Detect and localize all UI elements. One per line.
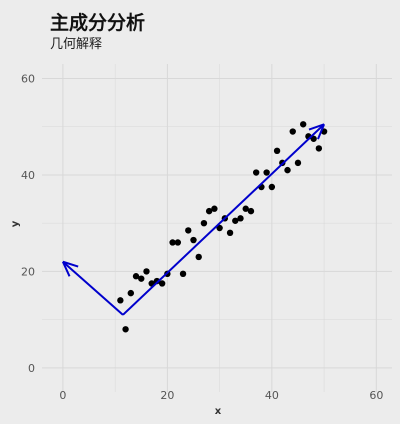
data-point	[132, 273, 140, 280]
data-point	[263, 169, 270, 176]
data-point	[216, 224, 223, 232]
data-point	[179, 270, 187, 278]
data-point	[117, 297, 124, 304]
data-point	[211, 205, 218, 212]
data-points	[117, 121, 328, 333]
data-point	[205, 207, 213, 215]
data-point	[242, 205, 249, 212]
data-point	[299, 121, 307, 128]
x-tick-label: 60	[369, 389, 383, 402]
data-point	[273, 147, 281, 155]
y-axis-title: y	[10, 220, 21, 227]
data-point	[122, 326, 129, 333]
principal-component-arrows	[61, 123, 326, 316]
x-tick-label: 40	[265, 389, 279, 402]
arrow-shaft	[62, 261, 124, 316]
data-point	[252, 169, 260, 176]
data-point	[310, 135, 317, 142]
y-tick-label: 20	[21, 265, 35, 278]
tick-labels: 0 20 40 60 0 20 40 60	[21, 72, 383, 402]
grid	[42, 64, 392, 392]
data-point	[158, 280, 166, 287]
data-point	[232, 217, 239, 224]
data-point	[200, 219, 208, 227]
data-point	[284, 166, 291, 174]
data-point	[153, 277, 161, 285]
arrow-head	[62, 260, 79, 268]
data-point	[190, 236, 197, 244]
arrow-shaft	[122, 123, 325, 316]
data-point	[315, 145, 323, 152]
arrow-head	[308, 123, 325, 131]
data-point	[237, 215, 244, 222]
data-point	[143, 268, 150, 275]
data-point	[268, 183, 276, 191]
data-point	[247, 207, 255, 215]
data-point	[195, 253, 202, 261]
data-point	[127, 289, 135, 297]
data-point	[174, 239, 182, 246]
y-tick-label: 60	[21, 72, 35, 85]
y-tick-label: 0	[28, 362, 35, 375]
data-point	[226, 229, 234, 237]
chart-subtitle: 几何解释	[50, 37, 103, 52]
data-point	[138, 275, 145, 282]
x-tick-label: 0	[59, 389, 66, 402]
data-point	[169, 239, 176, 246]
arrow-head	[317, 123, 326, 140]
x-tick-label: 20	[160, 389, 174, 402]
data-point	[289, 128, 296, 135]
data-point	[294, 159, 302, 167]
y-tick-label: 40	[21, 169, 35, 182]
x-axis-title: x	[215, 406, 222, 417]
data-point	[185, 227, 192, 234]
arrow-head	[61, 261, 71, 277]
chart-title: 主成分分析	[50, 12, 146, 34]
